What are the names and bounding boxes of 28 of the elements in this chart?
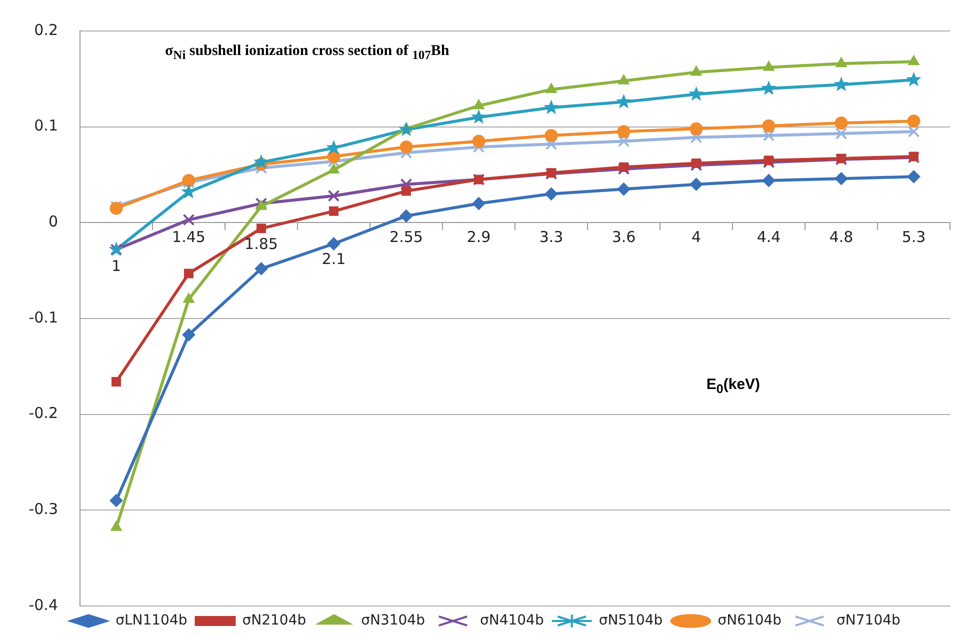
x-tick-label: 4 [691,228,702,246]
x-tick-label: 3.3 [539,228,564,246]
y-tick-label: -0.3 [28,500,58,518]
x-tick-label: 4.8 [829,228,854,246]
x-tick-label: 3.6 [612,228,636,246]
x-tick-label: 5.3 [902,228,926,246]
y-tick-label: -0.2 [28,404,58,422]
legend-label: σN6104b [718,612,782,629]
y-tick-label: -0.1 [28,308,58,326]
legend-label: σN2104b [242,612,306,629]
y-tick-label: 0 [48,212,58,231]
x-tick-label: 4.4 [756,228,781,246]
legend-label: σN4104b [480,612,544,629]
legend-label: σN5104b [598,612,663,629]
x-tick-label: 1.85 [244,234,278,253]
legend-label: σN3104b [361,612,426,629]
x-tick-label: 2.9 [466,228,491,246]
y-tick-label: 0.1 [34,116,58,135]
x-tick-label: 2.1 [322,250,346,268]
legend-label: σN7104b [836,612,901,629]
x-tick-label: 1.45 [172,228,206,246]
text: σ$_{Ni}$ subshell ionization cross section of $_{107}$Bh [165,43,450,63]
y-tick-label: -0.4 [28,596,58,614]
x-tick-label: 1 [111,256,122,275]
x-tick-label: 2.55 [390,228,423,246]
legend-label: σLN1104b [116,612,188,629]
x-axis-title: E$_{0}$(keV) [706,376,760,396]
y-tick-label: 0.2 [34,20,58,39]
